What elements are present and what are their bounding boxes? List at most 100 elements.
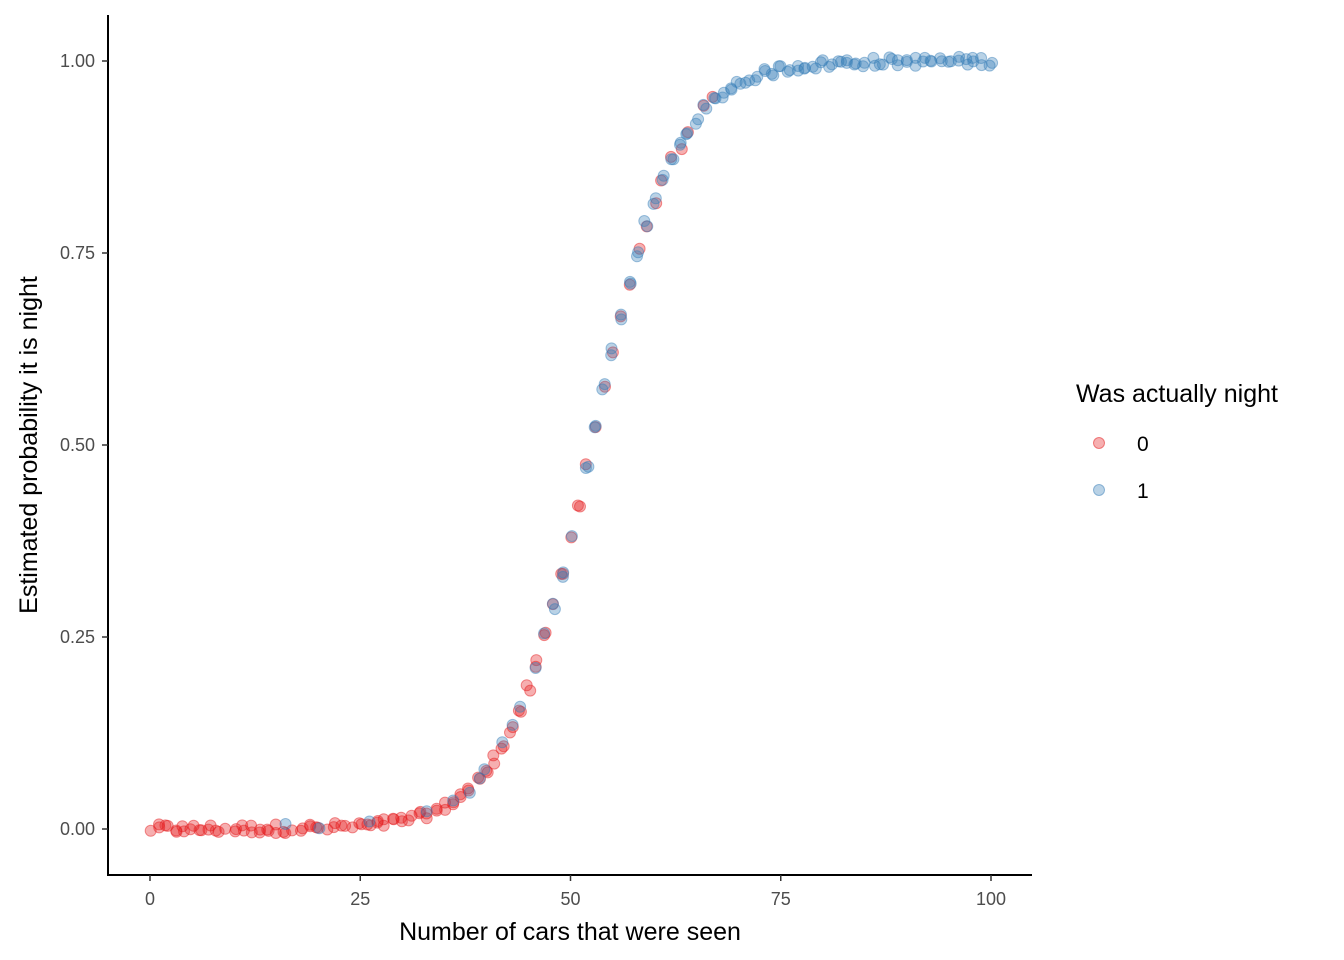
point-series-0 bbox=[178, 825, 190, 838]
point-series-0 bbox=[327, 821, 340, 834]
point-series-0 bbox=[159, 819, 172, 832]
point-series-1 bbox=[900, 55, 913, 68]
point-series-1 bbox=[867, 51, 880, 64]
y-axis-title: Estimated probability it is night bbox=[15, 276, 43, 614]
point-series-1 bbox=[909, 51, 922, 64]
point-series-1 bbox=[556, 570, 569, 583]
point-series-0 bbox=[170, 824, 183, 837]
point-series-1 bbox=[447, 794, 460, 807]
point-series-1 bbox=[909, 59, 922, 72]
point-series-1 bbox=[840, 56, 853, 69]
point-series-0 bbox=[504, 726, 516, 739]
point-series-1 bbox=[806, 60, 819, 73]
point-series-1 bbox=[772, 60, 785, 73]
point-series-1 bbox=[858, 56, 871, 69]
point-series-0 bbox=[681, 126, 694, 139]
point-series-1 bbox=[868, 59, 881, 72]
point-series-0 bbox=[571, 499, 584, 512]
x-tick-label: 25 bbox=[350, 889, 370, 909]
point-series-0 bbox=[361, 818, 374, 831]
point-series-0 bbox=[675, 143, 688, 156]
point-series-1 bbox=[975, 52, 988, 64]
point-series-0 bbox=[512, 704, 525, 717]
point-series-1 bbox=[961, 58, 974, 71]
point-series-1 bbox=[605, 349, 618, 362]
point-series-1 bbox=[420, 805, 433, 818]
point-series-0 bbox=[480, 764, 493, 777]
point-series-0 bbox=[339, 819, 352, 832]
point-series-1 bbox=[758, 63, 771, 76]
point-series-1 bbox=[759, 65, 772, 77]
point-series-0 bbox=[346, 821, 359, 834]
point-series-0 bbox=[387, 812, 400, 825]
point-series-1 bbox=[730, 75, 743, 88]
point-series-0 bbox=[495, 742, 508, 755]
point-series-0 bbox=[447, 796, 460, 809]
point-series-1 bbox=[716, 91, 729, 104]
point-series-0 bbox=[520, 679, 533, 692]
point-series-0 bbox=[237, 824, 250, 837]
point-series-1 bbox=[598, 378, 611, 391]
point-series-1 bbox=[546, 597, 559, 610]
point-series-1 bbox=[588, 421, 601, 434]
y-ticks: 0.00 0.25 0.50 0.75 1.00 bbox=[60, 51, 108, 839]
point-series-0 bbox=[279, 827, 292, 839]
point-series-1 bbox=[953, 50, 966, 63]
point-series-1 bbox=[589, 419, 602, 432]
point-series-1 bbox=[967, 55, 980, 68]
point-series-1 bbox=[579, 462, 592, 474]
point-series-1 bbox=[692, 113, 705, 126]
point-series-0 bbox=[295, 824, 307, 837]
point-series-0 bbox=[371, 815, 384, 827]
point-series-1 bbox=[873, 58, 886, 71]
point-series-1 bbox=[749, 74, 762, 87]
point-series-1 bbox=[798, 62, 811, 75]
point-series-1 bbox=[514, 700, 527, 713]
point-series-0 bbox=[530, 654, 543, 667]
x-ticks: 0 25 50 75 100 bbox=[145, 875, 1006, 909]
x-tick-label: 75 bbox=[771, 889, 791, 909]
y-tick-label: 0.00 bbox=[60, 819, 95, 839]
point-series-1 bbox=[657, 169, 670, 182]
point-series-1 bbox=[883, 51, 896, 64]
point-series-0 bbox=[184, 823, 197, 836]
point-series-1 bbox=[934, 52, 947, 65]
point-series-0 bbox=[395, 815, 408, 828]
point-series-1 bbox=[641, 220, 654, 233]
x-tick-label: 50 bbox=[560, 889, 580, 909]
point-series-0 bbox=[420, 807, 433, 820]
y-tick-label: 1.00 bbox=[60, 51, 95, 71]
point-series-0 bbox=[312, 821, 324, 834]
legend-title: Was actually night bbox=[1076, 380, 1278, 408]
point-series-0 bbox=[353, 817, 366, 830]
point-series-1 bbox=[313, 822, 326, 835]
point-series-0 bbox=[187, 819, 200, 832]
point-series-0 bbox=[462, 784, 475, 797]
point-series-0 bbox=[524, 684, 537, 697]
point-series-1 bbox=[799, 61, 811, 74]
point-series-0 bbox=[245, 826, 258, 839]
point-series-1 bbox=[739, 76, 752, 89]
point-series-1 bbox=[816, 54, 829, 67]
point-series-0 bbox=[193, 824, 206, 837]
point-series-0 bbox=[161, 819, 174, 832]
point-series-1 bbox=[774, 60, 787, 73]
point-series-0 bbox=[430, 802, 443, 815]
point-series-1 bbox=[596, 383, 609, 396]
point-series-0 bbox=[261, 823, 274, 836]
point-series-1 bbox=[792, 64, 805, 77]
point-series-1 bbox=[557, 566, 570, 579]
point-series-0 bbox=[454, 791, 467, 803]
point-series-1 bbox=[832, 55, 845, 68]
point-series-0 bbox=[405, 809, 418, 822]
point-series-0 bbox=[153, 818, 165, 831]
point-series-0 bbox=[665, 150, 677, 163]
point-series-1 bbox=[743, 74, 756, 87]
point-series-1 bbox=[279, 818, 292, 830]
point-series-1 bbox=[925, 55, 938, 68]
point-series-0 bbox=[304, 820, 317, 833]
point-series-0 bbox=[310, 821, 323, 834]
point-series-1 bbox=[725, 82, 737, 95]
point-series-0 bbox=[589, 421, 602, 434]
point-series-0 bbox=[529, 660, 542, 673]
